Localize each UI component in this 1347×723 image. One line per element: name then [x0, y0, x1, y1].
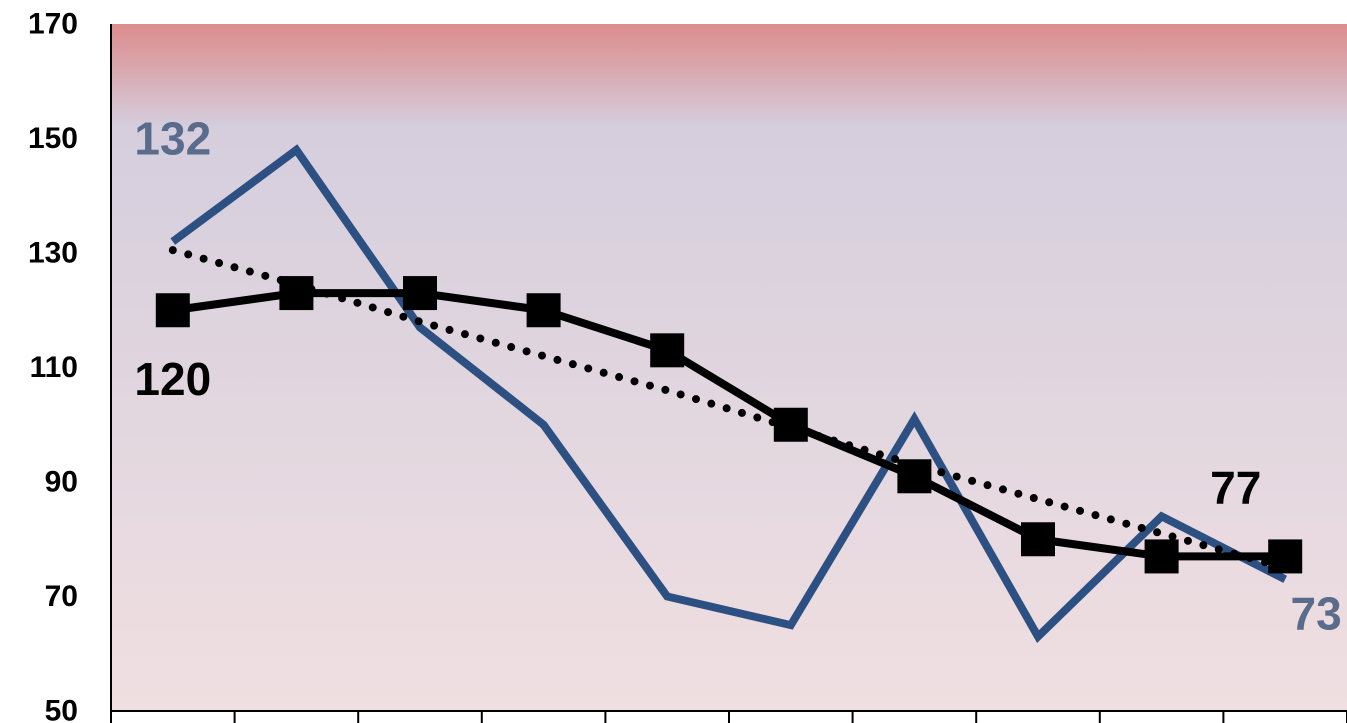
series-line-black [172, 289, 1286, 561]
square-marker [155, 293, 190, 328]
x-axis-ticks [110, 711, 1347, 723]
annotations: 132 120 77 73 [134, 113, 1341, 640]
square-marker [1021, 522, 1055, 557]
square-marker [1144, 539, 1179, 574]
series-layer [155, 144, 1303, 644]
data-label: 120 [134, 353, 211, 405]
trendline-dotted [168, 246, 1290, 572]
square-marker [1268, 539, 1303, 574]
y-tick-label: 130 [28, 237, 78, 270]
square-marker [897, 459, 932, 494]
y-tick-label: 70 [45, 580, 78, 613]
y-tick-label: 170 [28, 8, 78, 41]
square-marker [650, 333, 685, 368]
square-marker [773, 407, 808, 442]
y-tick-label: 50 [45, 695, 78, 723]
square-marker [403, 276, 437, 311]
y-tick-label: 150 [28, 122, 78, 155]
square-marker [279, 276, 314, 311]
data-label: 77 [1210, 462, 1261, 514]
series-line-blue [170, 144, 1288, 644]
data-label: 73 [1291, 588, 1342, 640]
data-label: 132 [134, 113, 211, 165]
y-axis-tick-labels: 170 150 130 110 90 70 50 [28, 8, 78, 723]
square-marker [526, 293, 561, 328]
y-tick-label: 110 [30, 351, 78, 384]
plot-area-background [111, 24, 1347, 711]
y-tick-label: 90 [45, 466, 78, 499]
